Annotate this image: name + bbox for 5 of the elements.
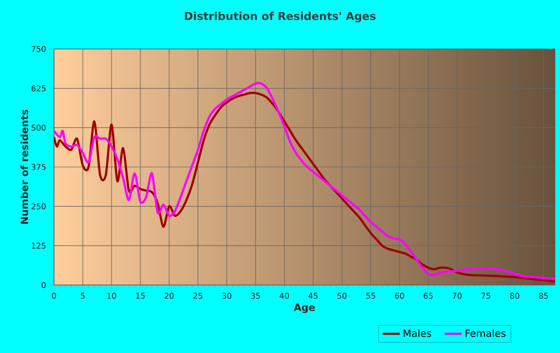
y-axis-title: Number of residents <box>20 110 28 224</box>
legend-label: Females <box>466 329 506 338</box>
x-axis-title: Age <box>294 304 315 314</box>
chart-title: Distribution of Residents' Ages <box>184 12 376 22</box>
legend-label: Males <box>404 329 432 338</box>
